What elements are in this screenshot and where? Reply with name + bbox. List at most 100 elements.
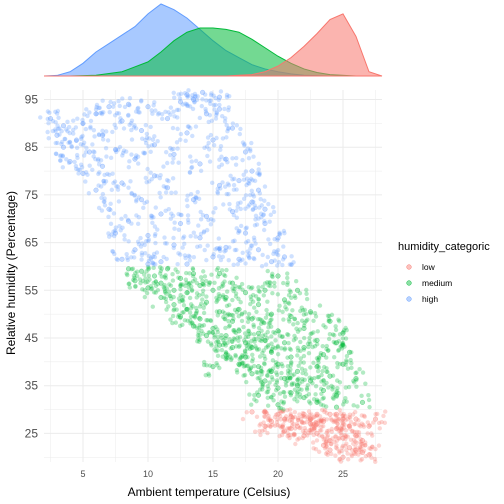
data-point <box>64 157 69 162</box>
data-point <box>258 211 264 216</box>
data-point <box>215 274 221 279</box>
data-point <box>162 274 167 279</box>
data-point <box>148 213 154 218</box>
data-point <box>99 163 106 169</box>
x-tick-labels: 5 10 15 20 25 <box>80 469 348 479</box>
data-point <box>333 411 340 417</box>
data-point <box>288 367 293 372</box>
data-point <box>336 347 342 353</box>
data-point <box>302 425 308 431</box>
data-point <box>77 167 83 173</box>
data-point <box>166 110 171 115</box>
data-point <box>203 278 209 284</box>
data-point <box>212 332 217 338</box>
data-point <box>277 303 282 309</box>
data-point <box>323 439 329 445</box>
data-point <box>131 125 137 130</box>
data-point <box>363 381 368 386</box>
data-point <box>242 290 249 296</box>
data-point <box>190 197 197 203</box>
grid <box>44 90 382 462</box>
data-point <box>142 242 147 248</box>
y-tick-label: 75 <box>25 188 39 202</box>
data-point <box>256 347 262 352</box>
data-point <box>168 216 174 221</box>
data-point <box>94 104 99 110</box>
data-point <box>334 438 340 444</box>
data-point <box>223 184 228 189</box>
data-point <box>256 216 261 221</box>
data-point <box>306 430 311 436</box>
data-point <box>299 366 305 372</box>
data-point <box>53 129 58 134</box>
data-point <box>168 283 174 288</box>
data-point <box>352 380 357 385</box>
data-point <box>110 171 115 176</box>
data-point <box>264 409 269 415</box>
data-point <box>258 432 263 438</box>
data-point <box>336 416 342 422</box>
data-point <box>173 320 178 325</box>
data-point <box>214 309 220 314</box>
data-point <box>246 331 252 337</box>
data-point <box>220 114 225 119</box>
data-point <box>198 275 204 280</box>
data-point <box>138 244 144 249</box>
data-point <box>231 316 236 321</box>
data-point <box>259 203 265 208</box>
data-point <box>172 220 177 225</box>
data-point <box>170 320 175 326</box>
data-point <box>306 399 312 404</box>
data-point <box>249 316 255 322</box>
data-point <box>238 126 243 132</box>
data-point <box>254 309 259 314</box>
data-point <box>316 356 322 361</box>
data-point <box>309 416 314 421</box>
data-point <box>288 392 294 398</box>
data-point <box>347 412 352 417</box>
data-point <box>265 335 270 341</box>
data-point <box>292 397 297 402</box>
data-point <box>297 291 303 296</box>
data-point <box>234 344 239 349</box>
data-point <box>88 125 93 131</box>
data-point <box>343 413 348 419</box>
data-point <box>369 444 375 449</box>
data-point <box>262 414 268 420</box>
data-point <box>286 332 291 338</box>
data-point <box>163 208 168 214</box>
data-point <box>253 336 258 342</box>
data-point <box>147 136 152 141</box>
data-point <box>139 250 145 256</box>
data-point <box>337 456 343 462</box>
data-point <box>326 385 331 390</box>
data-point <box>197 161 203 167</box>
data-point <box>96 205 102 211</box>
data-point <box>133 283 138 289</box>
data-point <box>250 292 256 298</box>
data-point <box>352 447 358 453</box>
data-point <box>349 361 354 366</box>
data-point <box>146 266 152 271</box>
data-point <box>262 218 267 224</box>
data-point <box>311 415 316 420</box>
data-point <box>359 456 365 462</box>
data-point <box>222 157 227 162</box>
data-point <box>272 423 278 428</box>
data-point <box>358 446 364 451</box>
data-point <box>326 438 332 443</box>
data-point <box>352 432 358 438</box>
data-point <box>267 219 272 224</box>
data-point <box>256 288 261 294</box>
data-point <box>208 98 213 103</box>
data-point <box>222 340 227 345</box>
data-point <box>216 254 222 259</box>
data-point <box>332 333 337 338</box>
data-point <box>308 401 313 406</box>
data-point <box>225 128 230 134</box>
data-point <box>87 163 92 168</box>
data-point <box>157 190 162 196</box>
data-point <box>313 423 318 428</box>
data-point <box>174 140 180 145</box>
data-point <box>275 237 280 243</box>
